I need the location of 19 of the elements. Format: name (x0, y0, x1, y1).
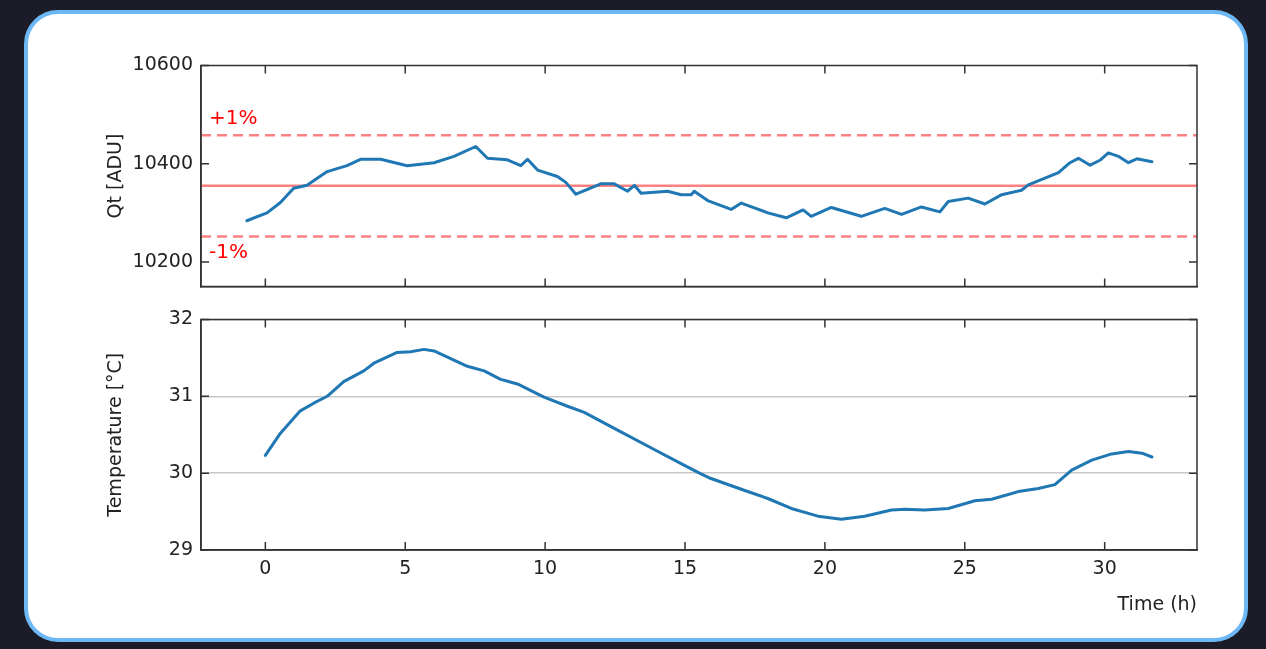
y-tick-label: 31 (168, 383, 193, 406)
x-tick-label: 25 (952, 556, 977, 579)
x-tick-label: 0 (259, 556, 272, 579)
y-axis-title: Qt [ADU] (103, 133, 126, 219)
x-tick-label: 10 (533, 556, 558, 579)
annotation: +1% (209, 105, 258, 130)
x-tick-label: 5 (399, 556, 412, 579)
y-axis-title: Temperature [°C] (103, 352, 126, 518)
x-tick-label: 20 (812, 556, 837, 579)
y-tick-label: 10600 (132, 52, 193, 75)
y-tick-label: 32 (168, 306, 193, 329)
y-tick-label: 10200 (132, 248, 193, 271)
y-tick-label: 10400 (132, 150, 193, 173)
x-axis-title: Time (h) (1116, 591, 1197, 614)
y-tick-label: 29 (168, 536, 193, 559)
x-tick-label: 30 (1092, 556, 1117, 579)
annotation: -1% (209, 238, 248, 263)
y-tick-label: 30 (168, 460, 193, 483)
x-tick-label: 15 (672, 556, 698, 579)
